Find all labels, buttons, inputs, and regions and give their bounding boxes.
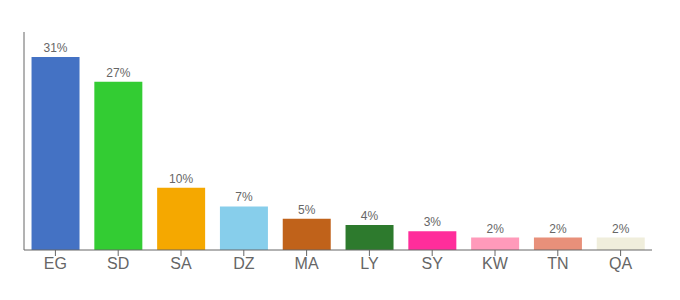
svg-text:LY: LY: [360, 255, 379, 272]
svg-text:SD: SD: [107, 255, 129, 272]
svg-text:2%: 2%: [549, 222, 567, 236]
svg-text:5%: 5%: [298, 203, 316, 217]
svg-text:EG: EG: [44, 255, 67, 272]
svg-text:2%: 2%: [612, 222, 630, 236]
svg-text:7%: 7%: [235, 190, 253, 204]
svg-text:SA: SA: [170, 255, 192, 272]
svg-text:KW: KW: [482, 255, 509, 272]
svg-text:MA: MA: [295, 255, 319, 272]
svg-text:DZ: DZ: [233, 255, 255, 272]
svg-text:TN: TN: [547, 255, 568, 272]
svg-text:31%: 31%: [44, 41, 68, 55]
svg-text:2%: 2%: [486, 222, 504, 236]
svg-text:10%: 10%: [169, 172, 193, 186]
svg-text:SY: SY: [422, 255, 444, 272]
svg-text:QA: QA: [609, 255, 632, 272]
svg-text:4%: 4%: [361, 209, 379, 223]
svg-text:27%: 27%: [106, 66, 130, 80]
svg-text:3%: 3%: [424, 215, 442, 229]
